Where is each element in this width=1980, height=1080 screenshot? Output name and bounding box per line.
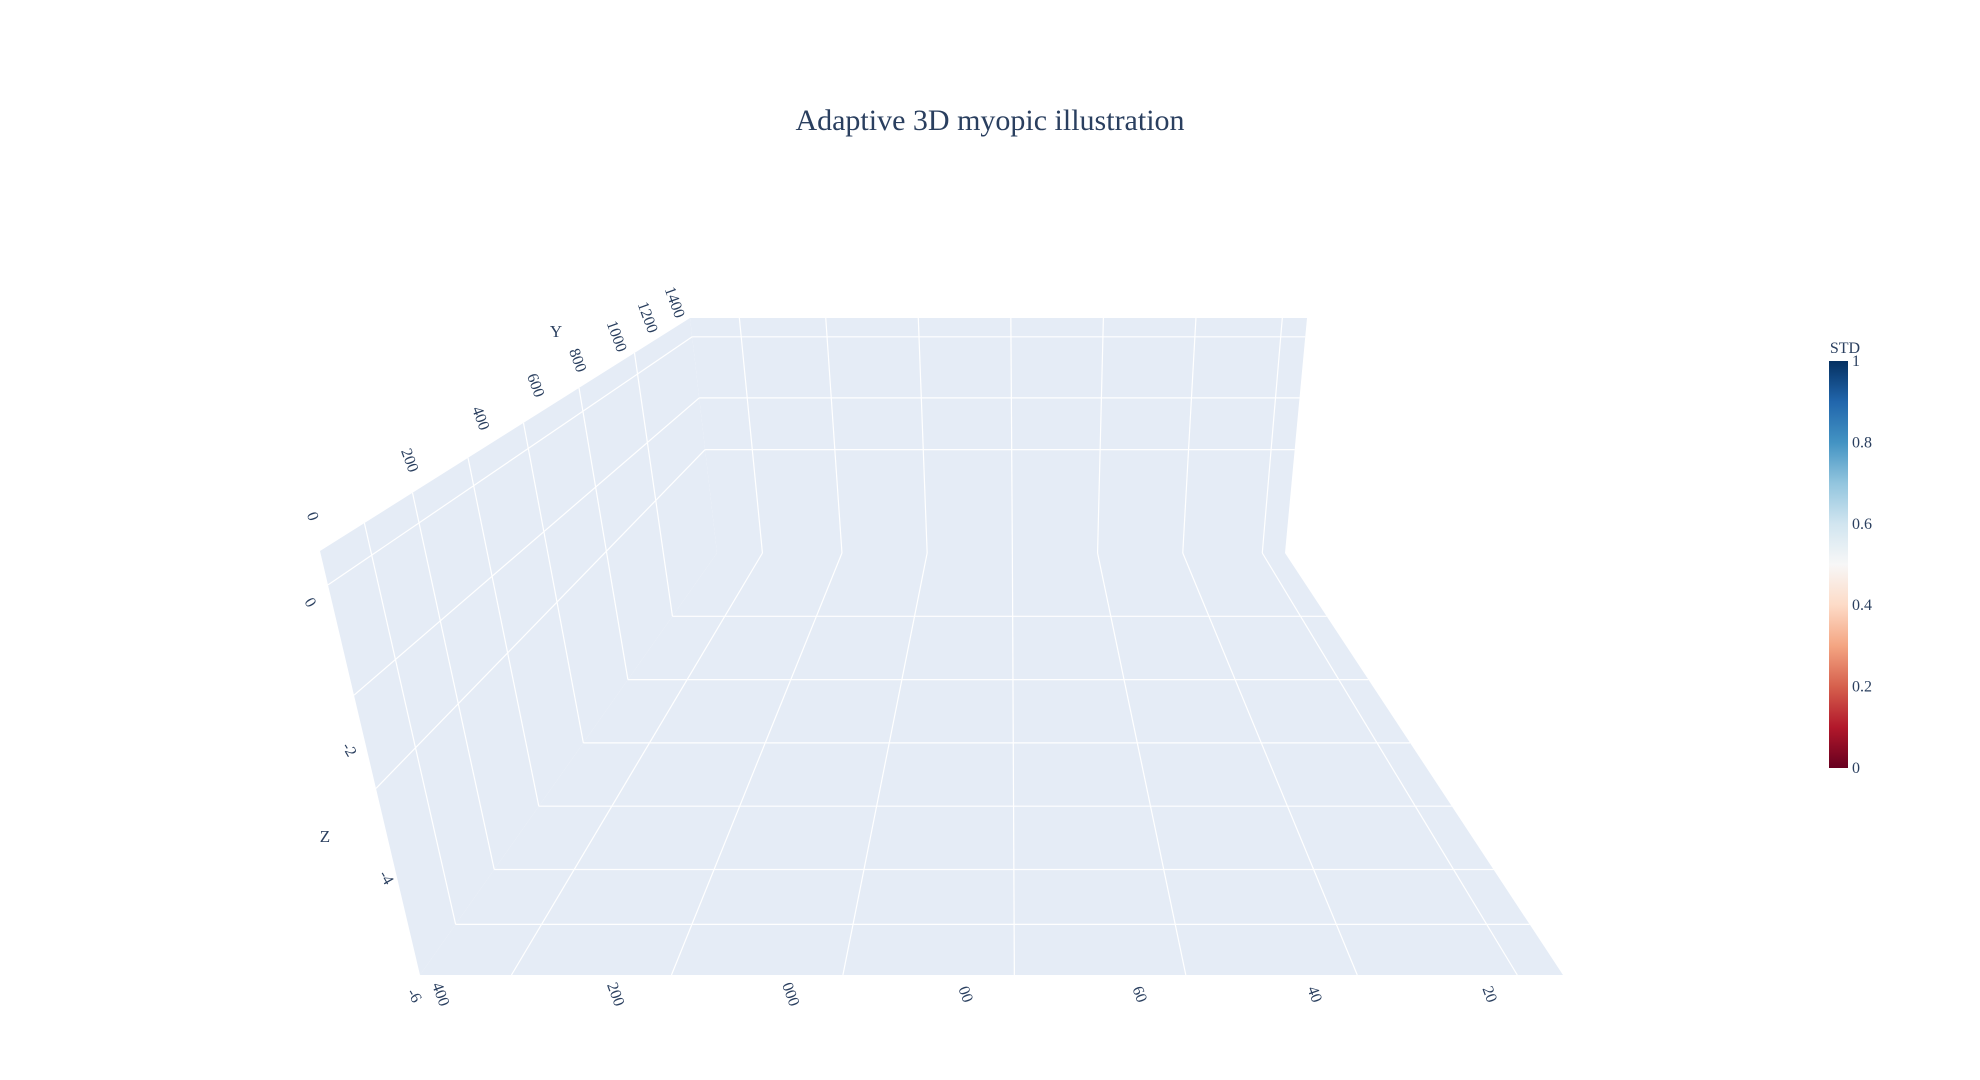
colorbar-ticks: 0 0.2 0.4 0.6 0.8 1: [1852, 353, 1872, 777]
back-wall-gridline-x-3: [1010, 317, 1013, 554]
x-axis-ticks: 400 200 000 00 60 40 20: [428, 980, 1500, 1008]
y-tick-label: 800: [565, 346, 589, 374]
colorbar: STD 0 0.2 0.4 0.6 0.8 1: [1829, 340, 1872, 777]
y-tick-label: 1200: [634, 300, 661, 336]
y-tick-label: 1000: [603, 319, 630, 355]
x-tick-label: 20: [1479, 984, 1500, 1005]
floor-gridline-x-6: [1261, 552, 1518, 976]
x-tick-label: 00: [955, 984, 976, 1005]
chart-title: Adaptive 3D myopic illustration: [795, 104, 1184, 137]
floor-gridline-x-0: [510, 552, 763, 976]
colorbar-title: STD: [1830, 340, 1860, 357]
z-tick-label: -2: [338, 740, 359, 760]
z-tick-label: -6: [403, 986, 424, 1006]
z-tick-label: 0: [301, 595, 320, 610]
back-wall-pane: [690, 318, 1307, 553]
y-axis-title: Y: [550, 322, 562, 341]
back-wall-gridline-x-1: [825, 317, 843, 554]
back-wall-gridline-x-4: [1096, 317, 1104, 554]
left-wall-gridline-y-1: [578, 387, 629, 680]
x-tick-label: 40: [1304, 984, 1325, 1005]
floor-gridline-x-5: [1182, 552, 1358, 976]
floor-gridline-x-3: [1011, 552, 1015, 976]
back-wall-gridline-x-5: [1182, 317, 1197, 554]
left-wall-gridline-y-2: [522, 422, 584, 744]
left-wall-gridline-z-2: [375, 449, 706, 789]
left-wall-gridline-y-0: [633, 352, 674, 617]
x-tick-label: 60: [1129, 984, 1150, 1005]
floor-gridline-x-4: [1096, 552, 1187, 976]
left-wall-gridline-y-5: [363, 522, 457, 925]
x-tick-label: 400: [428, 980, 452, 1008]
z-axis-title: Z: [320, 827, 330, 846]
x-tick-label: 200: [603, 980, 627, 1008]
y-tick-label: 400: [468, 404, 492, 432]
y-tick-label: 1400: [661, 285, 688, 321]
back-wall-gridline-x-0: [738, 317, 764, 554]
z-tick-label: -4: [375, 868, 396, 888]
y-tick-label: 200: [397, 446, 421, 474]
left-wall-gridline-y-4: [411, 492, 495, 870]
grid-lines: [327, 317, 1530, 976]
left-wall-pane: [320, 318, 717, 975]
back-wall-gridline-x-2: [917, 317, 928, 554]
y-tick-label: 0: [303, 510, 322, 523]
back-wall-gridline-x-6: [1261, 317, 1283, 554]
floor-gridline-x-2: [842, 552, 928, 976]
colorbar-tick-label: 0.8: [1852, 434, 1872, 451]
left-wall-gridline-z-1: [353, 397, 700, 696]
left-wall-gridline-y-3: [467, 457, 540, 807]
colorbar-gradient: [1829, 361, 1848, 768]
colorbar-tick-label: 1: [1852, 353, 1860, 370]
x-tick-label: 000: [778, 980, 802, 1008]
colorbar-tick-label: 0.4: [1852, 597, 1872, 614]
floor-gridline-x-1: [670, 552, 843, 976]
y-tick-label: 600: [523, 371, 547, 399]
colorbar-tick-label: 0: [1852, 760, 1860, 777]
colorbar-tick-label: 0.6: [1852, 516, 1872, 533]
left-wall-gridline-z-0: [327, 336, 693, 586]
colorbar-tick-label: 0.2: [1852, 679, 1872, 696]
